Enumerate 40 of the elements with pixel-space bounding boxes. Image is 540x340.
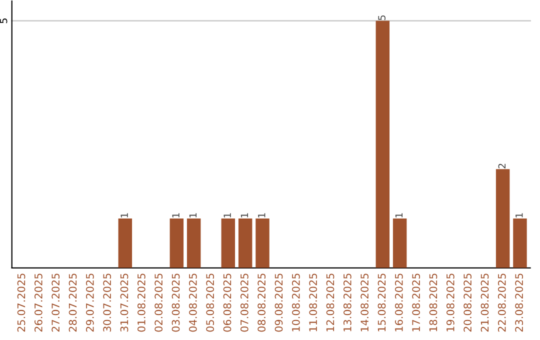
x-tick-label: 27.07.2025 xyxy=(52,274,60,332)
x-tick-label: 21.08.2025 xyxy=(480,274,489,332)
data-label: 1 xyxy=(172,213,180,218)
x-tick-label: 14.08.2025 xyxy=(360,274,369,332)
x-tick-label: 06.08.2025 xyxy=(223,274,232,332)
x-tick-label: 12.08.2025 xyxy=(326,274,334,332)
x-tick-label: 02.08.2025 xyxy=(154,274,163,332)
x-tick-label: 15.08.2025 xyxy=(378,274,386,332)
x-tick-label: 18.08.2025 xyxy=(429,274,438,332)
x-tick-label: 26.07.2025 xyxy=(34,274,42,332)
x-tick-label: 10.08.2025 xyxy=(292,274,300,332)
data-label: 2 xyxy=(498,164,506,168)
x-tick-label: 03.08.2025 xyxy=(172,274,180,332)
data-label: 1 xyxy=(189,213,197,218)
x-tick-label: 17.08.2025 xyxy=(412,274,420,332)
x-tick-label: 05.08.2025 xyxy=(206,274,214,332)
x-tick-label: 23.08.2025 xyxy=(515,274,524,332)
x-tick-label: 11.08.2025 xyxy=(309,274,318,332)
x-tick-label: 28.07.2025 xyxy=(68,274,77,332)
x-tick-label: 30.07.2025 xyxy=(103,274,112,332)
x-tick-label: 08.08.2025 xyxy=(258,274,266,332)
x-tick-label: 13.08.2025 xyxy=(343,274,352,332)
x-tick-label: 19.08.2025 xyxy=(446,274,454,332)
data-label: 1 xyxy=(224,213,231,218)
data-label: 1 xyxy=(395,213,403,218)
x-tick-label: 31.07.2025 xyxy=(120,274,128,332)
data-label: 1 xyxy=(258,213,266,218)
x-tick-label: 09.08.2025 xyxy=(274,274,283,332)
x-tick-label: 25.07.2025 xyxy=(17,274,26,332)
x-tick-label: 29.07.2025 xyxy=(86,274,94,332)
x-tick-label: 22.08.2025 xyxy=(498,274,506,332)
x-tick-label: 04.08.2025 xyxy=(188,274,197,332)
data-label: 5 xyxy=(378,15,386,20)
x-tick-label: 07.08.2025 xyxy=(240,274,248,332)
data-label: 1 xyxy=(120,213,128,218)
x-tick-label: 20.08.2025 xyxy=(464,274,472,332)
x-tick-label: 16.08.2025 xyxy=(394,274,403,332)
data-label: 1 xyxy=(240,213,248,218)
data-label: 1 xyxy=(516,213,523,218)
x-tick-label: 01.08.2025 xyxy=(137,274,146,332)
